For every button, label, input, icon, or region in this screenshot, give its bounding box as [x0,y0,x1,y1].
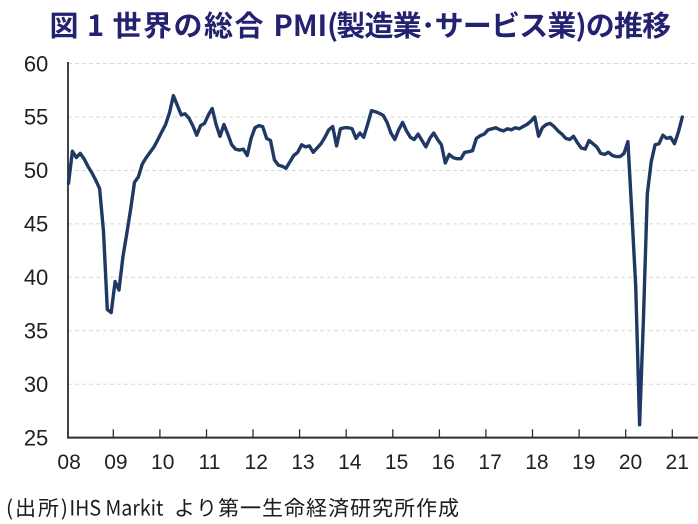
svg-text:11: 11 [198,451,220,474]
svg-text:21: 21 [666,451,689,474]
svg-text:15: 15 [385,451,408,474]
svg-text:25: 25 [24,425,48,450]
svg-text:55: 55 [24,105,48,130]
svg-text:13: 13 [291,451,314,474]
svg-text:50: 50 [24,158,48,183]
svg-text:12: 12 [245,451,268,474]
svg-text:45: 45 [24,212,48,237]
svg-text:18: 18 [525,451,548,474]
svg-text:35: 35 [24,318,48,343]
svg-text:60: 60 [24,51,48,76]
svg-text:19: 19 [572,451,595,474]
svg-text:10: 10 [151,451,174,474]
svg-text:30: 30 [24,372,48,397]
svg-text:14: 14 [338,451,362,474]
svg-text:40: 40 [24,265,48,290]
svg-text:17: 17 [478,451,501,474]
svg-text:09: 09 [104,451,127,474]
svg-text:16: 16 [432,451,455,474]
svg-text:08: 08 [57,451,80,474]
svg-text:20: 20 [619,451,642,474]
